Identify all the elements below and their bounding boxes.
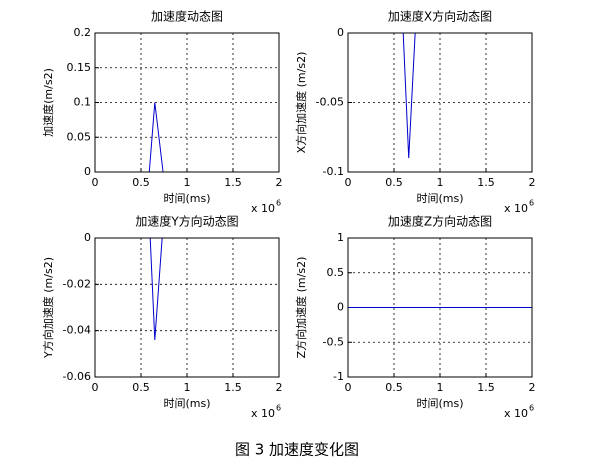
x-tick-label: 1 xyxy=(437,176,444,189)
x-scale-exponent: 6 xyxy=(529,404,534,413)
x-scale-label: x 10 xyxy=(251,407,275,420)
x-tick-label: 0 xyxy=(92,176,99,189)
x-tick-label: 0 xyxy=(345,176,352,189)
caption: 图 3 加速度变化图 xyxy=(235,441,359,459)
x-tick-label: 1.5 xyxy=(477,381,495,394)
y-tick-label: -0.04 xyxy=(63,324,91,337)
y-tick-label: 1 xyxy=(337,231,344,244)
x-scale-exponent: 6 xyxy=(276,404,281,413)
plot-frame xyxy=(347,32,533,173)
x-tick-label: 2 xyxy=(276,381,283,394)
x-axis-label: 时间(ms) xyxy=(416,397,463,410)
y-tick-label: 0.2 xyxy=(74,26,92,39)
x-scale-exponent: 6 xyxy=(276,199,281,208)
plot-frame xyxy=(347,237,533,378)
x-tick-label: 2 xyxy=(276,176,283,189)
y-tick-label: -0.06 xyxy=(63,370,91,383)
y-tick-label: 0 xyxy=(337,301,344,314)
x-tick-label: 0.5 xyxy=(132,176,150,189)
y-axis-label: Y方向加速度 (m/s2) xyxy=(41,257,55,359)
y-axis-label: 加速度(m/s2) xyxy=(41,68,55,137)
x-tick-label: 0.5 xyxy=(132,381,150,394)
y-tick-label: 0 xyxy=(84,231,91,244)
x-scale-label: x 10 xyxy=(504,202,528,215)
y-tick-label: 0.1 xyxy=(74,96,92,109)
x-tick-label: 0 xyxy=(345,381,352,394)
x-axis-label: 时间(ms) xyxy=(163,192,210,205)
y-axis-label: X方向加速度 (m/s2) xyxy=(294,52,308,154)
x-tick-label: 1.5 xyxy=(224,381,242,394)
x-scale-exponent: 6 xyxy=(529,199,534,208)
subplot-title: 加速度Y方向动态图 xyxy=(135,214,238,229)
y-tick-label: -0.1 xyxy=(323,165,344,178)
x-tick-label: 1 xyxy=(184,176,191,189)
x-tick-label: 2 xyxy=(529,381,536,394)
x-scale-label: x 10 xyxy=(504,407,528,420)
y-tick-label: 0 xyxy=(84,165,91,178)
x-tick-label: 0.5 xyxy=(385,381,403,394)
x-tick-label: 1.5 xyxy=(477,176,495,189)
plot-frame xyxy=(94,32,280,173)
x-tick-label: 1.5 xyxy=(224,176,242,189)
subplot-title: 加速度X方向动态图 xyxy=(388,9,492,24)
x-scale-label: x 10 xyxy=(251,202,275,215)
x-tick-label: 0 xyxy=(92,381,99,394)
y-tick-label: 0.05 xyxy=(67,130,92,143)
x-tick-label: 2 xyxy=(529,176,536,189)
x-tick-label: 1 xyxy=(184,381,191,394)
y-tick-label: -0.05 xyxy=(316,96,344,109)
y-tick-label: -0.5 xyxy=(323,335,344,348)
x-tick-label: 1 xyxy=(437,381,444,394)
x-axis-label: 时间(ms) xyxy=(163,397,210,410)
y-tick-label: 0.15 xyxy=(67,61,92,74)
subplot-title: 加速度动态图 xyxy=(151,9,223,24)
y-tick-label: 0 xyxy=(337,26,344,39)
x-tick-label: 0.5 xyxy=(385,176,403,189)
y-tick-label: 0.5 xyxy=(327,266,345,279)
x-axis-label: 时间(ms) xyxy=(416,192,463,205)
y-tick-label: -0.02 xyxy=(63,277,91,290)
subplot-title: 加速度Z方向动态图 xyxy=(388,214,492,229)
y-tick-label: -1 xyxy=(333,370,344,383)
plot-frame xyxy=(94,237,280,378)
y-axis-label: Z方向加速度 (m/s2) xyxy=(294,257,308,359)
